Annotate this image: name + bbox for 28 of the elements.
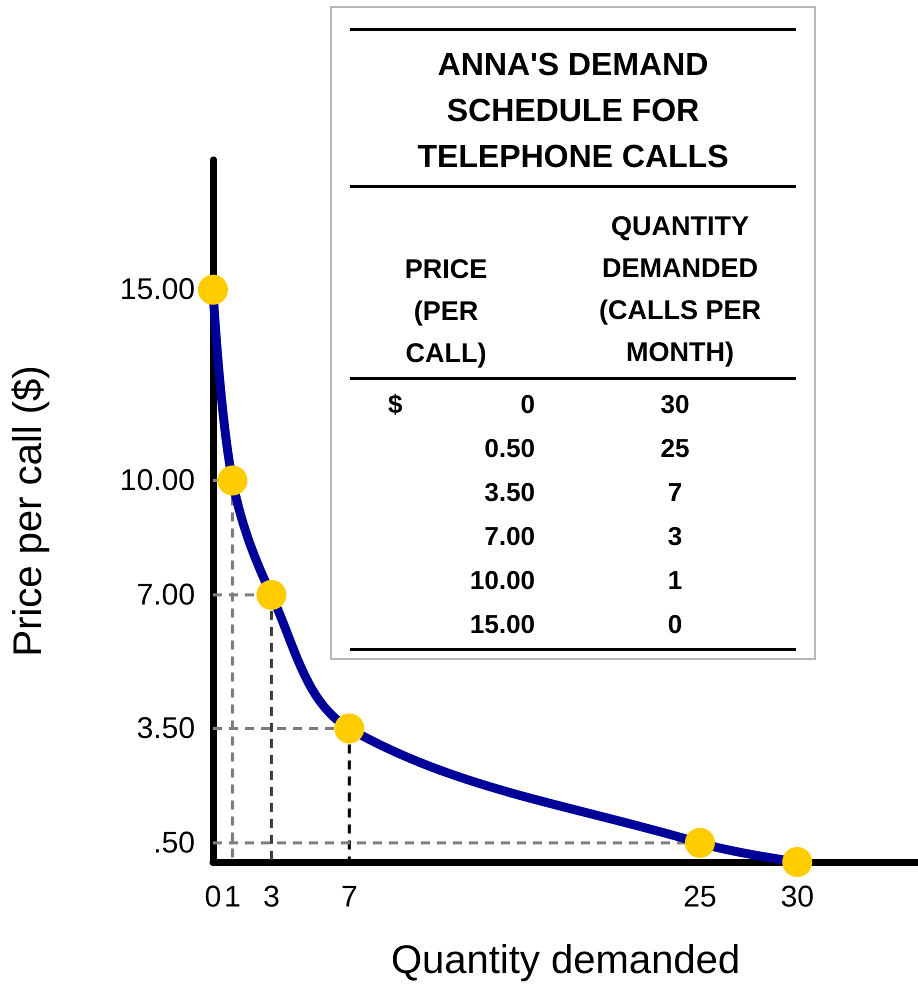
category-label: 7.00 xyxy=(484,520,535,552)
y-tick-label: 7.00 xyxy=(136,578,195,612)
x-tick-label: 30 xyxy=(780,880,814,914)
annotation: QUANTITY DEMANDED (CALLS PER MONTH) xyxy=(598,210,762,369)
data-label: 1 xyxy=(666,564,684,596)
x-tick-label: 25 xyxy=(683,880,717,914)
x-axis-title: Quantity demanded xyxy=(390,938,740,982)
data-label: 0 xyxy=(666,608,684,640)
x-tick-label: 1 xyxy=(224,880,241,914)
annotation: PRICE (PER CALL) xyxy=(404,253,488,370)
category-label: $ 0 xyxy=(388,388,535,418)
y-tick-label: .50 xyxy=(153,826,195,860)
text: ANNA'S DEMAND SCHEDULE FOR TELEPHONE CALLS xyxy=(350,28,796,188)
y-axis-title: Price per call ($) xyxy=(6,365,50,657)
y-tick-label: 10.00 xyxy=(120,464,195,497)
data-label: 3 xyxy=(666,520,684,552)
y-tick-label: 15.00 xyxy=(120,273,195,306)
category-label: 15.00 xyxy=(470,608,535,640)
category-label: 0.50 xyxy=(484,432,535,464)
y-tick-label: 3.50 xyxy=(136,712,195,745)
category-label: 10.00 xyxy=(470,564,535,596)
x-tick-label: 7 xyxy=(340,880,358,914)
x-tick-label: 0 xyxy=(204,880,222,914)
x-tick-label: 3 xyxy=(263,880,280,914)
category-label: 3.50 xyxy=(484,476,535,508)
data-label: 7 xyxy=(666,476,684,508)
data-label: 30 xyxy=(660,388,690,420)
data-label: 25 xyxy=(660,432,690,464)
